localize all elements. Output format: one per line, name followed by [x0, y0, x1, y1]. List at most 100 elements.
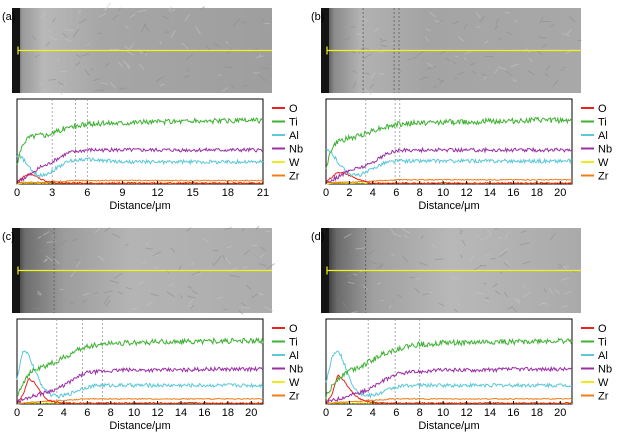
micrograph-texture: [255, 55, 265, 59]
micrograph-texture: [394, 233, 402, 238]
micrograph-texture: [161, 15, 170, 19]
micrograph-texture: [424, 76, 429, 79]
micrograph-texture: [464, 50, 472, 55]
micrograph-texture: [125, 243, 129, 246]
legend-label-nb: Nb: [598, 364, 612, 376]
micrograph-texture: [396, 294, 403, 299]
legend-label-w: W: [598, 377, 609, 389]
x-axis-label: Distance/μm: [418, 420, 479, 432]
micrograph-texture: [482, 282, 487, 285]
micrograph-texture: [76, 54, 82, 58]
micrograph-texture: [109, 279, 119, 284]
x-tick-label: 8: [417, 187, 423, 199]
micrograph-image: [12, 225, 275, 315]
x-tick-label: 8: [108, 407, 114, 419]
micrograph-texture: [528, 57, 533, 62]
micrograph-texture: [136, 9, 147, 13]
micrograph-texture: [78, 9, 82, 15]
micrograph-texture: [558, 264, 565, 269]
micrograph-texture: [352, 81, 357, 89]
panel-label: (d): [311, 231, 324, 243]
x-tick-label: 15: [187, 187, 199, 199]
micrograph-texture: [181, 42, 189, 50]
micrograph-texture: [438, 19, 444, 24]
micrograph-texture: [225, 245, 233, 249]
micrograph-texture: [202, 237, 209, 243]
micrograph-texture: [221, 254, 226, 260]
micrograph-texture: [190, 305, 194, 310]
micrograph-texture: [368, 249, 376, 255]
micrograph-texture: [542, 43, 547, 48]
micrograph-texture: [82, 292, 90, 297]
x-tick-label: 18: [222, 407, 234, 419]
micrograph-texture: [541, 302, 549, 305]
micrograph-texture: [190, 261, 195, 266]
series-line-al: [16, 154, 264, 179]
micrograph-texture: [138, 281, 144, 286]
micrograph-texture: [438, 302, 445, 307]
micrograph-texture: [48, 265, 53, 269]
micrograph-texture: [499, 250, 508, 258]
x-tick-label: 0: [14, 407, 20, 419]
x-tick-label: 20: [554, 187, 566, 199]
micrograph-texture: [351, 51, 356, 54]
micrograph-texture: [145, 247, 153, 250]
series-line-o: [16, 377, 264, 405]
micrograph-texture: [138, 63, 145, 70]
micrograph-texture: [92, 78, 100, 82]
micrograph-texture: [38, 82, 43, 86]
micrograph-texture: [495, 18, 499, 25]
micrograph-texture: [388, 305, 392, 309]
micrograph-texture: [72, 28, 80, 38]
micrograph-texture: [355, 247, 365, 250]
micrograph-texture: [243, 249, 250, 256]
series-line-zr: [16, 179, 264, 184]
micrograph-texture: [460, 254, 463, 259]
micrograph-texture: [475, 12, 481, 18]
micrograph-texture: [469, 254, 475, 262]
micrograph-texture: [103, 295, 110, 305]
legend-label-w: W: [598, 157, 609, 169]
micrograph-texture: [568, 15, 576, 23]
micrograph-texture: [259, 253, 265, 259]
micrograph-texture: [85, 53, 90, 56]
micrograph-texture: [543, 288, 547, 293]
legend-label-nb: Nb: [289, 364, 303, 376]
micrograph-texture: [169, 8, 176, 12]
series-line-o: [16, 173, 264, 185]
micrograph-texture: [186, 68, 190, 72]
x-tick-label: 12: [460, 187, 472, 199]
x-tick-label: 0: [323, 187, 329, 199]
micrograph-texture: [507, 305, 514, 310]
micrograph-texture: [343, 233, 352, 239]
micrograph-texture: [348, 274, 352, 278]
micrograph-texture: [60, 83, 66, 88]
x-tick-label: 6: [393, 407, 399, 419]
micrograph-texture: [407, 58, 411, 61]
micrograph-texture: [469, 62, 475, 66]
legend-label-zr: Zr: [289, 391, 300, 403]
micrograph-texture: [520, 230, 527, 233]
legend-label-zr: Zr: [289, 171, 300, 183]
series-line-nb: [325, 146, 573, 183]
micrograph-texture: [230, 84, 235, 89]
x-tick-label: 10: [437, 187, 449, 199]
micrograph-texture: [483, 298, 491, 303]
micrograph-texture: [454, 55, 459, 58]
micrograph-texture: [238, 310, 244, 315]
micrograph-texture: [152, 251, 162, 257]
x-tick-label: 14: [484, 187, 496, 199]
micrograph-texture: [118, 87, 127, 90]
micrograph-texture: [457, 71, 465, 75]
micrograph-texture: [452, 61, 457, 65]
x-tick-label: 8: [417, 407, 423, 419]
micrograph-texture: [431, 243, 436, 248]
micrograph-surface-edge: [12, 8, 20, 93]
micrograph-texture: [418, 261, 429, 267]
micrograph-texture: [380, 299, 384, 302]
micrograph-texture: [493, 68, 499, 74]
micrograph-texture: [463, 57, 467, 61]
micrograph-texture: [461, 239, 466, 246]
x-tick-label: 3: [49, 187, 55, 199]
